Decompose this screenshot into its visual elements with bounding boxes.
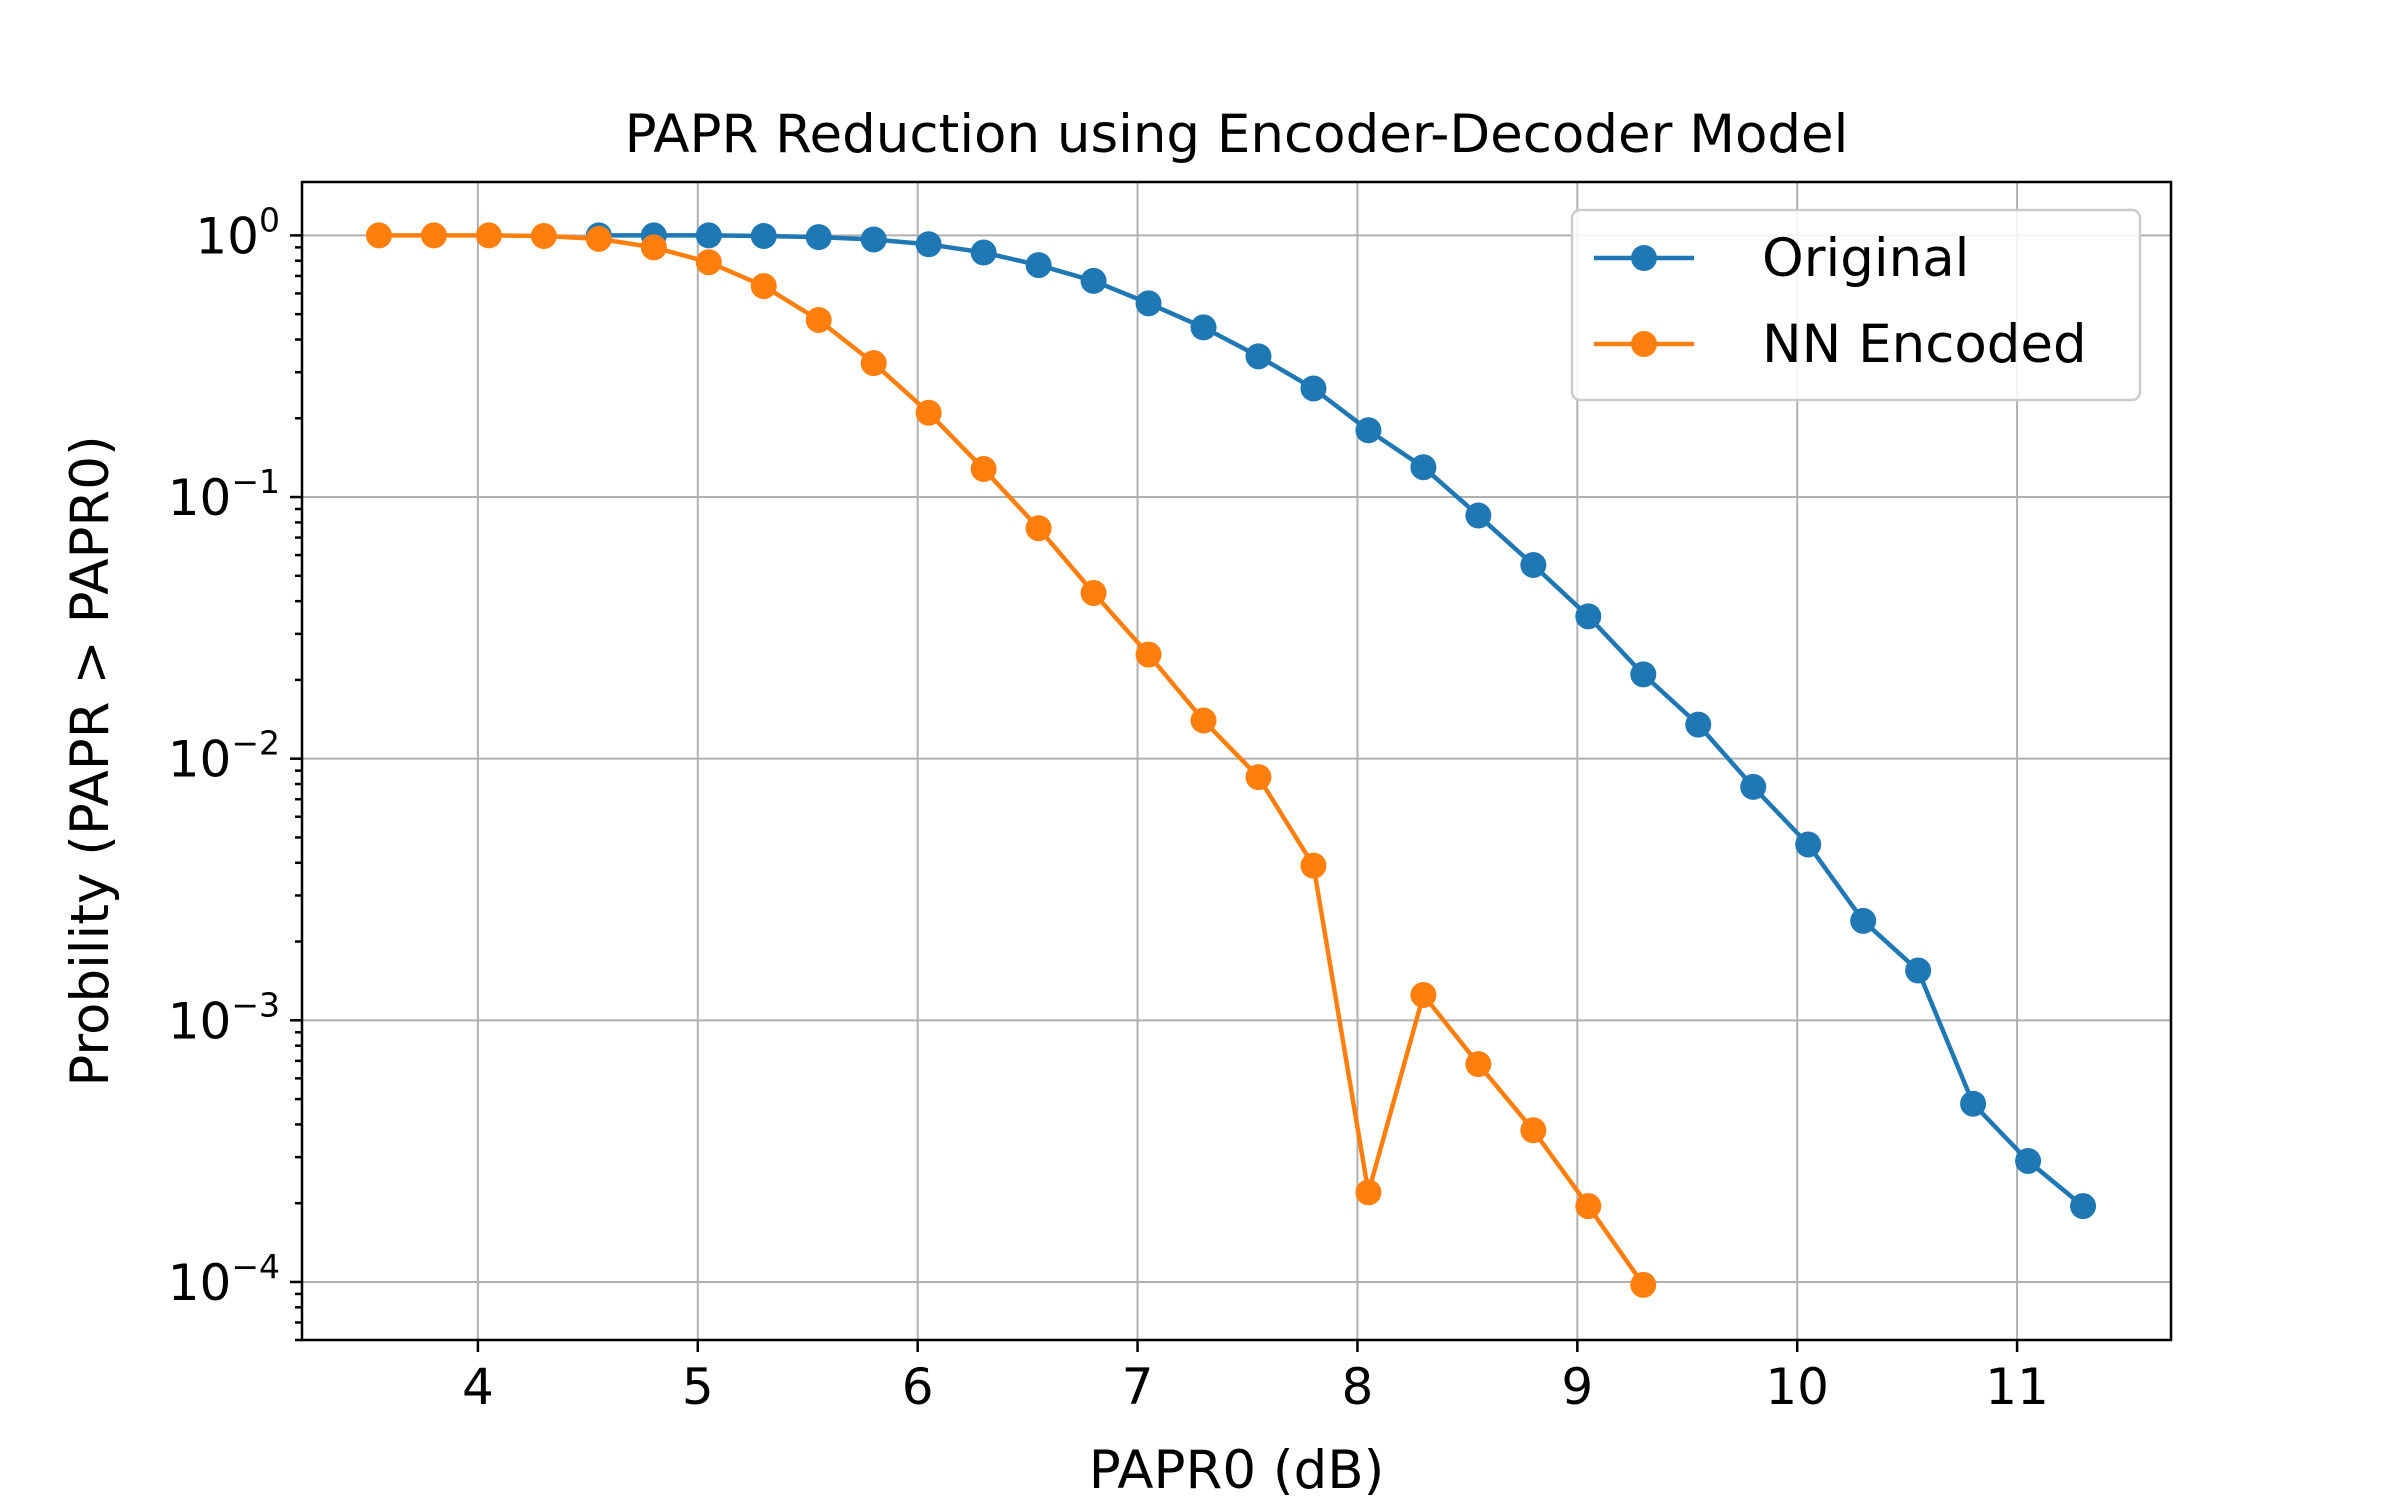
y-tick-label: 10−3	[168, 985, 280, 1050]
x-tick-label: 9	[1561, 1358, 1593, 1416]
legend-original-marker	[1631, 245, 1657, 271]
original-point	[1190, 314, 1217, 341]
original-point	[1300, 375, 1327, 402]
nn-encoded-point	[420, 222, 447, 249]
plot-frame	[300, 180, 2173, 1342]
nn-encoded-point	[1465, 1051, 1492, 1078]
x-tick-label: 7	[1122, 1358, 1154, 1416]
nn-encoded-point	[530, 222, 557, 249]
x-tick-label: 4	[462, 1358, 494, 1416]
nn-encoded-point	[365, 222, 392, 249]
nn-encoded-point	[1190, 707, 1217, 734]
original-point	[1740, 773, 1767, 800]
nn-encoded-point	[1135, 641, 1162, 668]
nn-encoded-point	[750, 273, 777, 300]
x-tick-label: 10	[1765, 1358, 1829, 1416]
nn-encoded-point	[805, 306, 832, 333]
nn-encoded-point	[915, 399, 942, 426]
nn-encoded-point	[1025, 515, 1052, 542]
nn-encoded-point	[1300, 852, 1327, 879]
original-point	[2015, 1147, 2042, 1174]
nn-encoded-point	[860, 350, 887, 377]
original-point	[1685, 711, 1712, 738]
series-original-line	[598, 233, 2085, 1208]
nn-encoded-point	[970, 455, 997, 482]
original-point	[1025, 252, 1052, 279]
legend-nn-encoded-marker	[1631, 331, 1657, 357]
legend: Original NN Encoded	[1570, 208, 2142, 402]
nn-encoded-point	[1575, 1193, 1602, 1220]
x-axis-label: PAPR0 (dB)	[1089, 1440, 1385, 1500]
legend-original-label: Original	[1762, 228, 1969, 289]
original-point	[1245, 343, 1272, 370]
original-point	[1410, 454, 1437, 481]
nn-encoded-point	[475, 222, 502, 249]
legend-nn-encoded-label: NN Encoded	[1762, 314, 2087, 375]
original-point	[1905, 957, 1932, 984]
nn-encoded-point	[1245, 764, 1272, 791]
chart-title: PAPR Reduction using Encoder-Decoder Mod…	[625, 104, 1849, 165]
original-point	[1465, 502, 1492, 529]
original-point	[1080, 267, 1107, 294]
series-layer	[365, 222, 2097, 1298]
y-tick-label: 10−4	[168, 1247, 280, 1312]
original-point	[1795, 831, 1822, 858]
nn-encoded-point	[1355, 1179, 1382, 1206]
x-tick-label: 11	[1985, 1358, 2049, 1416]
nn-encoded-point	[1410, 981, 1437, 1008]
original-point	[970, 239, 997, 266]
original-point	[1630, 661, 1657, 688]
nn-encoded-point	[1520, 1117, 1547, 1144]
original-point	[1135, 290, 1162, 317]
original-point	[750, 222, 777, 249]
y-tick-label: 100	[195, 200, 280, 265]
original-point	[695, 222, 722, 249]
nn-encoded-point	[1630, 1271, 1657, 1298]
original-point	[1520, 551, 1547, 578]
nn-encoded-point	[640, 234, 667, 261]
legend-box	[1570, 208, 2142, 402]
ticks: 4 5 6 7 8 9 10 11 100 10−1 10−2 10−3 10−4	[168, 200, 2049, 1416]
y-tick-label: 10−1	[168, 462, 280, 527]
x-tick-label: 6	[902, 1358, 934, 1416]
x-tick-label: 5	[682, 1358, 714, 1416]
original-point	[2070, 1193, 2097, 1220]
y-tick-label: 10−2	[168, 724, 280, 789]
original-point	[1960, 1090, 1987, 1117]
nn-encoded-point	[1080, 579, 1107, 606]
original-point	[915, 231, 942, 258]
original-point	[1355, 417, 1382, 444]
nn-encoded-point	[585, 225, 612, 252]
original-point	[1575, 603, 1602, 630]
original-point	[860, 226, 887, 253]
original-point	[1850, 907, 1877, 934]
original-point	[805, 224, 832, 251]
nn-encoded-point	[695, 249, 722, 276]
x-tick-label: 8	[1342, 1358, 1374, 1416]
y-axis-label: Probility (PAPR > PAPR0)	[60, 435, 121, 1086]
